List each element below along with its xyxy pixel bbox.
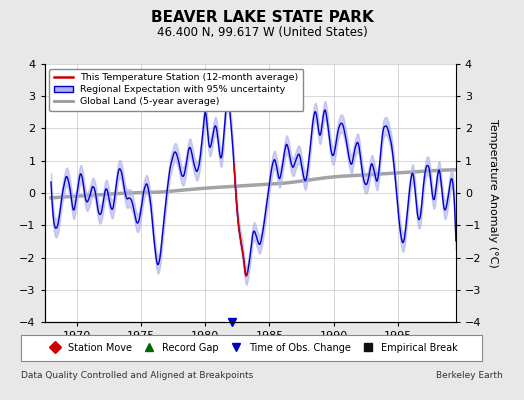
Text: BEAVER LAKE STATE PARK: BEAVER LAKE STATE PARK: [150, 10, 374, 25]
Text: Data Quality Controlled and Aligned at Breakpoints: Data Quality Controlled and Aligned at B…: [21, 371, 253, 380]
Y-axis label: Temperature Anomaly (°C): Temperature Anomaly (°C): [488, 119, 498, 267]
Text: 46.400 N, 99.617 W (United States): 46.400 N, 99.617 W (United States): [157, 26, 367, 39]
Legend: Station Move, Record Gap, Time of Obs. Change, Empirical Break: Station Move, Record Gap, Time of Obs. C…: [42, 340, 461, 356]
Legend: This Temperature Station (12-month average), Regional Expectation with 95% uncer: This Temperature Station (12-month avera…: [49, 69, 303, 111]
Text: Berkeley Earth: Berkeley Earth: [436, 371, 503, 380]
